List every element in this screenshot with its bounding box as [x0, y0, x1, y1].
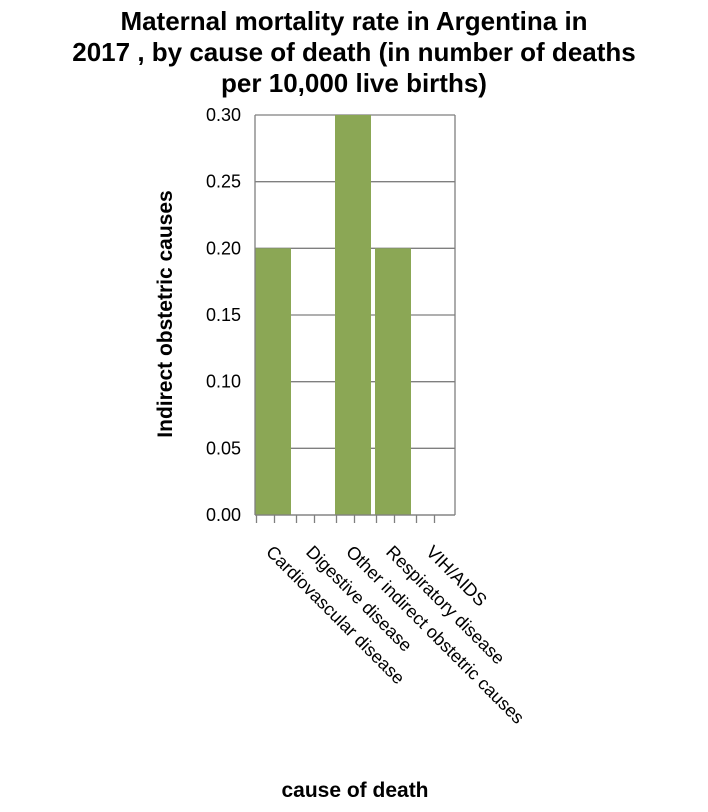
y-tick-label: 0.10	[206, 372, 241, 392]
chart-title-line: per 10,000 live births)	[221, 68, 487, 98]
x-axis-title: cause of death	[281, 779, 428, 802]
y-tick-labels: 0.00 0.05 0.10 0.15 0.20 0.25 0.30	[206, 105, 241, 525]
y-tick-label: 0.30	[206, 105, 241, 125]
y-tick-label: 0.05	[206, 438, 241, 458]
chart-title: Maternal mortality rate in Argentina in …	[72, 6, 635, 98]
y-axis-title: Indirect obstetric causes	[154, 190, 177, 437]
bar	[335, 115, 371, 515]
chart-title-line: Maternal mortality rate in Argentina in	[120, 6, 587, 36]
y-tick-label: 0.25	[206, 172, 241, 192]
y-tick-label: 0.20	[206, 238, 241, 258]
bars	[255, 115, 411, 516]
chart-title-line: 2017 , by cause of death (in number of d…	[72, 37, 635, 67]
y-tick-label: 0.00	[206, 505, 241, 525]
y-tick-label: 0.15	[206, 305, 241, 325]
bar	[375, 248, 411, 516]
bar	[255, 248, 291, 516]
